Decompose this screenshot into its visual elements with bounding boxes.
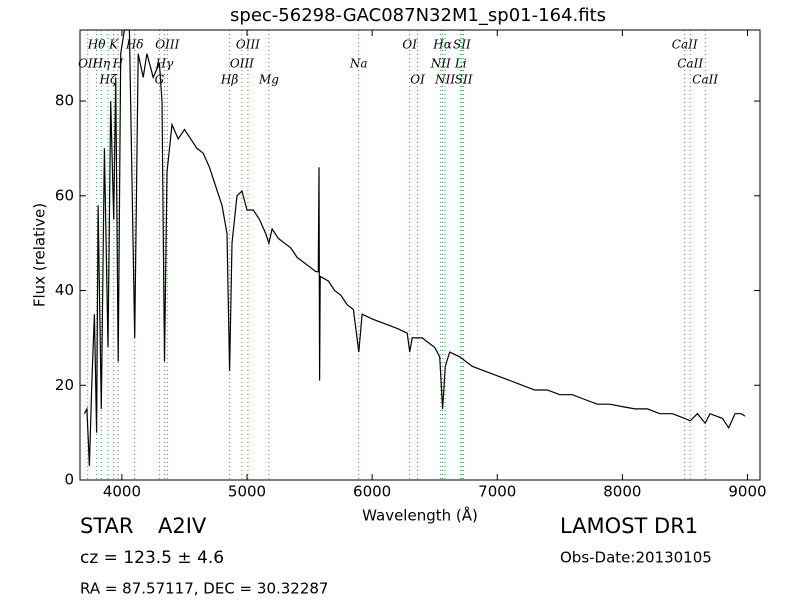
spectral-line-label: Hζ bbox=[99, 73, 118, 87]
obs-date: Obs-Date:20130105 bbox=[560, 549, 712, 567]
spectral-line-label: Na bbox=[349, 57, 368, 71]
spectral-line-label: OIII bbox=[155, 38, 179, 52]
spectral-line-label: SII bbox=[453, 38, 471, 52]
spectral-line-label: SII bbox=[455, 73, 473, 87]
spectral-line-label: Mg bbox=[258, 73, 279, 87]
spectral-line-label: H bbox=[112, 57, 124, 71]
spectral-line-label: Hβ bbox=[220, 73, 238, 87]
y-axis-label: Flux (relative) bbox=[31, 203, 49, 307]
spectral-line-label: CaII bbox=[692, 73, 718, 87]
y-tick-label: 60 bbox=[55, 186, 74, 204]
y-tick-label: 40 bbox=[55, 281, 74, 299]
spectral-line-label: OI bbox=[402, 38, 417, 52]
x-tick-label: 7000 bbox=[478, 483, 516, 501]
object-type: STAR bbox=[80, 514, 133, 538]
y-tick-label: 0 bbox=[64, 471, 74, 489]
x-axis-label: Wavelength (Å) bbox=[362, 506, 478, 525]
plot-frame bbox=[79, 29, 761, 481]
spectral-line-label: Li bbox=[454, 57, 467, 71]
spectral-line-label: CaII bbox=[677, 57, 703, 71]
y-tick-label: 80 bbox=[55, 92, 74, 110]
spectral-line-label: CaII bbox=[672, 38, 698, 52]
spectral-line-label: Hδ bbox=[125, 38, 144, 52]
spectral-line-label: NII bbox=[434, 73, 455, 87]
spectral-line-label: OII bbox=[78, 57, 98, 71]
spectral-line-label: Hα bbox=[432, 38, 452, 52]
spectrum bbox=[83, 29, 746, 466]
x-tick-label: 8000 bbox=[603, 483, 641, 501]
x-tick-label: 6000 bbox=[353, 483, 391, 501]
spectral-line-label: NII bbox=[430, 57, 451, 71]
y-tick-label: 20 bbox=[55, 376, 74, 394]
x-tick-label: 9000 bbox=[728, 483, 766, 501]
redshift: cz = 123.5 ± 4.6 bbox=[80, 548, 224, 568]
spectral-line-label: OI bbox=[410, 73, 425, 87]
chart-title: spec-56298-GAC087N32M1_sp01-164.fits bbox=[230, 5, 606, 26]
spectral-line-label: OIII bbox=[230, 57, 254, 71]
spectral-line-label: Hθ bbox=[87, 38, 106, 52]
x-tick-label: 4000 bbox=[103, 483, 141, 501]
subclass: A2IV bbox=[158, 514, 207, 538]
spectral-line-label: Hη bbox=[91, 57, 110, 71]
spectral-line-label: G bbox=[155, 73, 165, 87]
coordinates: RA = 87.57117, DEC = 30.32287 bbox=[80, 580, 328, 598]
spectral-line-label: K bbox=[108, 38, 119, 52]
spectral-line-label: OIII bbox=[236, 38, 260, 52]
x-tick-label: 5000 bbox=[228, 483, 266, 501]
survey: LAMOST DR1 bbox=[560, 514, 698, 538]
